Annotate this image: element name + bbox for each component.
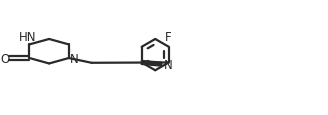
Text: HN: HN (19, 30, 37, 43)
Text: N: N (164, 58, 173, 71)
Text: F: F (165, 31, 172, 44)
Text: O: O (0, 52, 9, 65)
Text: N: N (70, 52, 78, 65)
